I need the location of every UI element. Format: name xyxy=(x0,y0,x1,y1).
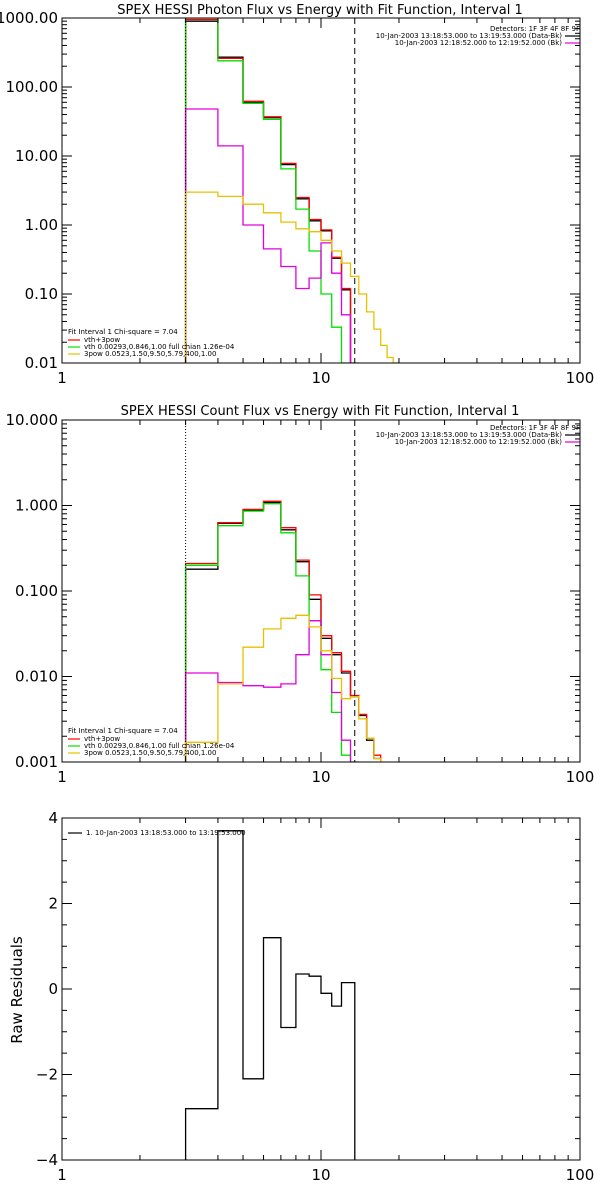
legend-residuals: 1. 10-Jan-2003 13:18:53.000 to 13:19:53.… xyxy=(86,829,246,837)
x-tick-label: 1 xyxy=(57,369,67,387)
legend-entry-bk: 10-Jan-2003 12:18:52.000 to 12:19:52.000… xyxy=(395,438,563,446)
series-group xyxy=(184,18,399,363)
series-line xyxy=(184,500,382,762)
y-tick-label: 10.00 xyxy=(15,147,58,165)
y-tick-label: 2 xyxy=(48,895,58,913)
y-tick-label: 1.000 xyxy=(15,497,58,515)
y-tick-label: 100.00 xyxy=(6,78,59,96)
legend-3pow: 3pow 0.0523,1.50,9.50,5.79,400,1.00 xyxy=(84,350,216,358)
series-line xyxy=(184,18,352,363)
plot-frame xyxy=(61,17,581,364)
series-line xyxy=(184,18,351,363)
legend-3pow: 3pow 0.0523,1.50,9.50,5.79,400,1.00 xyxy=(84,749,216,757)
y-tick-label: −2 xyxy=(36,1066,58,1084)
y-tick-label: 10.000 xyxy=(6,411,59,429)
x-tick-label: 10 xyxy=(311,768,330,786)
count-flux-panel: SPEX HESSI Count Flux vs Energy with Fit… xyxy=(6,404,595,786)
legend-vth-3pow: vth+3pow xyxy=(84,336,120,344)
legend-vth: vth 0.00293,0.846,1.00 full chian 1.26e-… xyxy=(84,343,235,351)
x-tick-label: 1 xyxy=(57,768,67,786)
y-tick-label: 0.010 xyxy=(15,668,58,686)
x-tick-label: 10 xyxy=(311,369,330,387)
x-tick-label: 100 xyxy=(566,768,595,786)
legend-fit-interval: Fit Interval 1 Chi-square = 7.04 xyxy=(68,727,178,735)
legend-right: 10-Jan-2003 13:18:53.000 to 13:19:53.000… xyxy=(376,32,580,47)
x-tick-label: 1 xyxy=(57,1166,67,1184)
x-tick-label: 10 xyxy=(311,1166,330,1184)
x-tick-label: 100 xyxy=(566,369,595,387)
plot-frame xyxy=(61,419,581,763)
legend-left: Fit Interval 1 Chi-square = 7.04 vth+3po… xyxy=(68,727,235,757)
series-line xyxy=(184,614,382,762)
photon-flux-panel: SPEX HESSI Photon Flux vs Energy with Fi… xyxy=(0,3,594,387)
legend-entry-data-bk: 10-Jan-2003 13:18:53.000 to 13:19:53.000… xyxy=(376,431,563,439)
detectors-label: Detectors: 1F 3F 4F 8F 9F xyxy=(490,25,580,33)
legend: 1. 10-Jan-2003 13:18:53.000 to 13:19:53.… xyxy=(68,829,246,837)
series-line xyxy=(184,501,382,762)
legend-entry-bk: 10-Jan-2003 12:18:52.000 to 12:19:52.000… xyxy=(395,39,563,47)
chart-title: SPEX HESSI Count Flux vs Energy with Fit… xyxy=(121,404,520,419)
legend-vth-3pow: vth+3pow xyxy=(84,735,120,743)
series-line xyxy=(184,108,359,363)
detectors-label: Detectors: 1F 3F 4F 8F 9F xyxy=(490,424,580,432)
legend-vth: vth 0.00293,0.846,1.00 full chian 1.26e-… xyxy=(84,742,235,750)
legend-left: Fit Interval 1 Chi-square = 7.04 vth+3po… xyxy=(68,328,235,358)
y-tick-label: −4 xyxy=(36,1151,58,1169)
series-line xyxy=(184,191,399,363)
y-tick-label: 0.01 xyxy=(25,354,58,372)
series-line xyxy=(184,620,359,762)
x-tick-label: 100 xyxy=(566,1166,595,1184)
y-tick-label: 0.100 xyxy=(15,582,58,600)
residuals-panel: Raw Residuals 1. 10-Jan-2003 13:18:53.00… xyxy=(8,809,594,1184)
legend-entry-data-bk: 10-Jan-2003 13:18:53.000 to 13:19:53.000… xyxy=(376,32,563,40)
series-group xyxy=(184,830,356,1160)
y-tick-label: 0.10 xyxy=(25,285,58,303)
y-tick-label: 1000.00 xyxy=(0,9,58,27)
y-tick-label: 0 xyxy=(48,980,58,998)
legend-fit-interval: Fit Interval 1 Chi-square = 7.04 xyxy=(68,328,178,336)
y-tick-label: 1.00 xyxy=(25,216,58,234)
y-axis-label: Raw Residuals xyxy=(8,936,26,1044)
y-tick-label: 0.001 xyxy=(15,753,58,771)
series-line xyxy=(184,830,356,1160)
series-line xyxy=(184,503,352,762)
chart-title: SPEX HESSI Photon Flux vs Energy with Fi… xyxy=(117,3,523,18)
legend-right: 10-Jan-2003 13:18:53.000 to 13:19:53.000… xyxy=(376,431,580,446)
y-tick-label: 4 xyxy=(48,809,58,827)
series-group xyxy=(184,500,382,762)
